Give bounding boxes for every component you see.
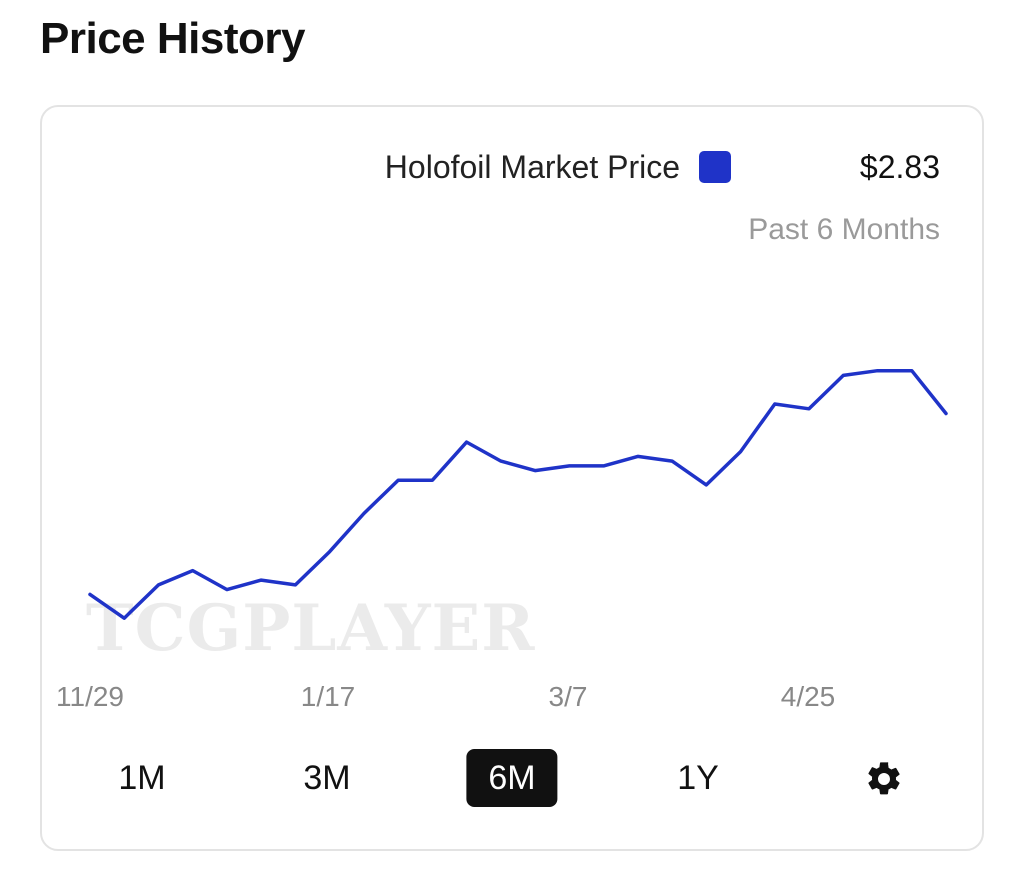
x-tick-label: 1/17: [300, 681, 356, 712]
gear-icon: [868, 762, 900, 795]
legend-label: Holofoil Market Price: [384, 149, 680, 185]
x-tick-label: 3/7: [548, 681, 588, 712]
price-history-card: Holofoil Market Price $2.83 Past 6 Month…: [40, 105, 984, 851]
price-series-line: [88, 368, 948, 620]
range-button-6m[interactable]: 6M: [466, 749, 558, 807]
legend-swatch: [699, 151, 731, 183]
x-tick-label: 4/25: [780, 681, 836, 712]
x-tick-label: 11/29: [56, 681, 124, 712]
price-line-chart: [88, 368, 948, 620]
page-title: Price History: [40, 14, 305, 63]
current-price: $2.83: [859, 149, 940, 185]
range-subtitle: Past 6 Months: [748, 213, 940, 246]
range-button-1m[interactable]: 1M: [118, 759, 166, 797]
watermark-logo: TCGPLAYER: [86, 591, 536, 666]
range-button-1y[interactable]: 1Y: [677, 759, 719, 797]
range-button-3m[interactable]: 3M: [303, 759, 351, 797]
settings-button[interactable]: [864, 759, 904, 799]
